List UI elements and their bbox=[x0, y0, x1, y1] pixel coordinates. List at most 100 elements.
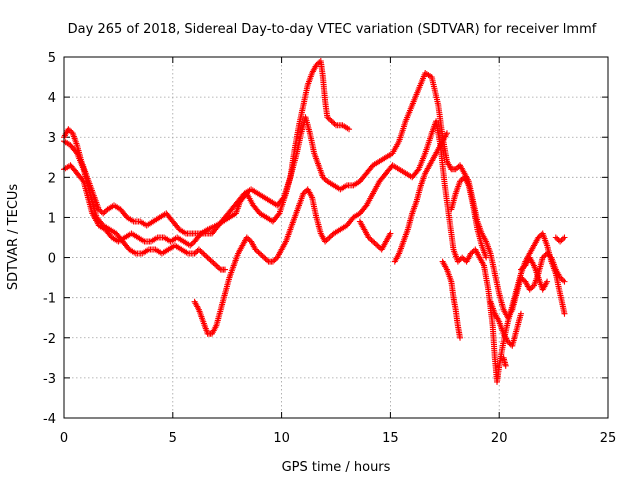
data-point bbox=[255, 249, 262, 256]
data-point bbox=[275, 211, 282, 218]
data-point bbox=[535, 234, 542, 241]
x-tick-label: 25 bbox=[600, 431, 617, 446]
data-point bbox=[561, 278, 568, 285]
data-point bbox=[529, 284, 536, 290]
data-point bbox=[321, 175, 328, 182]
x-tick-label: 20 bbox=[491, 431, 508, 446]
data-point bbox=[201, 251, 208, 258]
data-points bbox=[61, 58, 568, 385]
data-point bbox=[73, 148, 79, 155]
y-tick-label: -4 bbox=[43, 412, 56, 427]
y-tick-label: 2 bbox=[48, 171, 56, 186]
data-point bbox=[518, 266, 524, 273]
data-point bbox=[188, 241, 195, 248]
y-tick-label: 3 bbox=[48, 131, 56, 146]
plot-frame bbox=[63, 56, 609, 419]
data-point bbox=[279, 195, 286, 202]
data-point bbox=[327, 116, 334, 123]
data-point bbox=[213, 262, 220, 269]
data-point bbox=[191, 250, 198, 257]
x-axis-label: GPS time / hours bbox=[282, 460, 391, 475]
y-tick-label: 5 bbox=[48, 51, 56, 66]
grid bbox=[64, 57, 608, 418]
data-point bbox=[414, 167, 421, 174]
data-point bbox=[216, 265, 223, 272]
data-point bbox=[261, 254, 268, 261]
data-point bbox=[387, 230, 394, 237]
data-point bbox=[457, 334, 464, 341]
data-point bbox=[65, 126, 72, 133]
x-tick-label: 15 bbox=[382, 431, 399, 446]
data-point bbox=[558, 237, 565, 244]
data-point bbox=[443, 130, 450, 137]
data-point bbox=[197, 247, 204, 254]
data-point bbox=[452, 166, 459, 173]
data-point bbox=[552, 234, 559, 241]
data-point bbox=[193, 249, 199, 256]
data-point bbox=[506, 340, 513, 347]
data-point bbox=[209, 258, 215, 265]
data-point bbox=[375, 243, 382, 250]
data-point bbox=[346, 126, 353, 133]
data-point bbox=[243, 234, 250, 241]
data-point bbox=[372, 241, 379, 248]
data-point bbox=[210, 259, 217, 266]
data-point bbox=[374, 242, 381, 249]
data-point bbox=[200, 250, 207, 257]
data-point bbox=[203, 253, 210, 260]
data-point bbox=[502, 362, 509, 369]
x-tick-label: 10 bbox=[273, 431, 290, 446]
data-point bbox=[259, 253, 266, 260]
y-tick-label: 0 bbox=[48, 252, 56, 267]
data-point bbox=[97, 207, 104, 214]
data-point bbox=[198, 249, 205, 256]
data-point bbox=[252, 246, 259, 253]
data-point bbox=[331, 120, 338, 127]
data-point bbox=[541, 253, 548, 260]
data-point bbox=[370, 238, 376, 245]
data-point bbox=[211, 261, 218, 268]
data-point bbox=[517, 310, 524, 317]
data-point bbox=[330, 119, 337, 126]
y-tick-label: -1 bbox=[43, 292, 56, 307]
data-point bbox=[560, 277, 566, 284]
data-point bbox=[557, 238, 564, 245]
data-point bbox=[195, 246, 202, 253]
data-point bbox=[314, 60, 321, 67]
data-point bbox=[329, 231, 336, 238]
data-point bbox=[324, 114, 331, 121]
data-point bbox=[326, 234, 333, 241]
x-tick-label: 5 bbox=[169, 431, 177, 446]
data-point bbox=[101, 209, 108, 216]
data-point bbox=[262, 255, 269, 262]
axis-ticks: 0 5 10 15 20 25 -4 -3 -2 -1 0 1 2 3 4 5 bbox=[43, 51, 616, 446]
data-point bbox=[544, 278, 551, 285]
data-point bbox=[323, 237, 330, 244]
data-point bbox=[214, 263, 221, 270]
x-tick-label: 0 bbox=[60, 431, 68, 446]
y-tick-label: -3 bbox=[43, 372, 56, 387]
data-point bbox=[554, 235, 561, 242]
y-tick-label: -2 bbox=[43, 332, 56, 347]
data-point bbox=[328, 118, 335, 125]
data-point bbox=[206, 255, 213, 262]
data-point bbox=[561, 234, 568, 241]
y-tick-label: 1 bbox=[48, 211, 56, 226]
y-tick-label: 4 bbox=[48, 91, 56, 106]
chart-title: Day 265 of 2018, Sidereal Day-to-day VTE… bbox=[68, 22, 597, 37]
data-point bbox=[560, 235, 566, 242]
data-point bbox=[300, 190, 307, 197]
data-point bbox=[483, 254, 490, 261]
data-point bbox=[526, 286, 533, 293]
data-point bbox=[264, 257, 271, 264]
data-point bbox=[103, 207, 110, 214]
data-point bbox=[454, 258, 461, 265]
data-point bbox=[258, 251, 265, 258]
data-point bbox=[100, 210, 107, 217]
data-point bbox=[222, 266, 229, 273]
data-point bbox=[367, 235, 374, 242]
y-axis-label: SDTVAR / TECUs bbox=[6, 184, 21, 291]
data-point bbox=[561, 310, 568, 317]
data-point bbox=[269, 258, 276, 265]
